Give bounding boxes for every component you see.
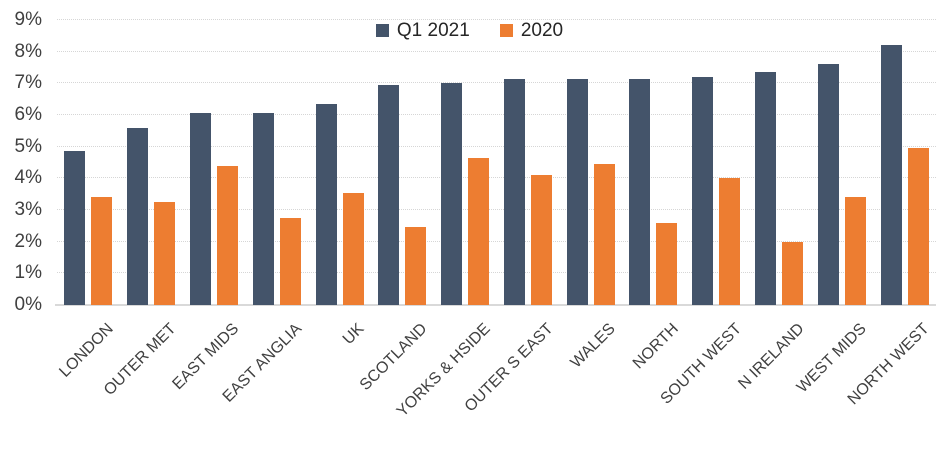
category-label: NORTH [629,320,682,373]
bar-group: WALES [559,20,622,372]
y-tick-label: 1% [14,262,42,284]
y-tick-label: 5% [14,135,42,157]
bar-2020 [719,178,741,305]
bar-group: N IRELAND [735,20,811,393]
bar-2020 [468,157,490,305]
bar-groups: LONDON OUTER MET EAST MIDS EAST ANGLIA UK SCO… [56,20,936,420]
bar-2020 [154,202,176,305]
bar-2020 [342,192,364,305]
bar-q1-2021 [629,78,651,305]
bar-group: NORTH WEST [845,20,936,408]
bar-q1-2021 [127,127,149,305]
bar-2020 [593,164,615,305]
gridline [57,209,936,210]
bar-group: LONDON [56,20,120,381]
bar-q1-2021 [692,77,714,305]
y-tick-label: 2% [14,230,42,252]
gridline [57,177,936,179]
bar-group: EAST ANGLIA [220,20,308,406]
y-axis: 0% 1% 2% 3% 4% 5% 6% 7% 8% 9% [0,0,46,452]
gridline [57,50,936,52]
category-label: UK [340,320,368,349]
bar-2020 [907,148,929,305]
bar-group: WEST MIDS [794,20,873,396]
gridline [57,272,936,274]
bar-2020 [405,227,427,305]
bar-group: YORKS & HSIDE [393,20,497,420]
bar-group: EAST MIDS [169,20,246,393]
bar-2020 [279,217,301,305]
plot-area: LONDON OUTER MET EAST MIDS EAST ANGLIA UK SCO… [55,19,936,420]
gridline [57,145,936,147]
category-label: LONDON [56,320,117,381]
y-tick-label: 6% [14,104,42,125]
gridline [57,19,936,20]
y-tick-label: 9% [14,9,42,30]
gridline [57,82,936,84]
bar-q1-2021 [817,64,839,305]
bar-group: UK [308,20,371,348]
category-label: WALES [567,320,619,372]
y-tick-label: 7% [14,72,42,94]
bar-2020 [844,197,866,305]
y-tick-label: 0% [14,294,42,315]
bar-2020 [530,175,552,305]
bar-group: SOUTH WEST [657,20,748,408]
bar-q1-2021 [64,151,86,305]
bar-group: SCOTLAND [357,20,434,394]
bar-group: NORTH [622,20,685,372]
y-tick-label: 4% [14,167,42,189]
y-tick-label: 3% [14,199,42,220]
bar-group: OUTER S EAST [461,20,559,415]
bar-q1-2021 [441,83,463,305]
bar-2020 [91,197,113,305]
bar-q1-2021 [566,78,588,305]
bar-q1-2021 [378,84,400,305]
bar-group: OUTER MET [101,20,183,399]
bar-2020 [781,241,803,305]
bar-2020 [216,165,238,305]
gridline [57,240,936,242]
bar-q1-2021 [315,103,337,305]
x-axis-line [55,304,936,306]
bar-q1-2021 [252,113,274,305]
bar-q1-2021 [880,45,902,305]
bar-q1-2021 [503,78,525,305]
gridline [57,114,936,115]
bar-q1-2021 [189,113,211,305]
bar-2020 [656,222,678,305]
y-tick-label: 8% [14,40,42,62]
bar-q1-2021 [754,72,776,305]
